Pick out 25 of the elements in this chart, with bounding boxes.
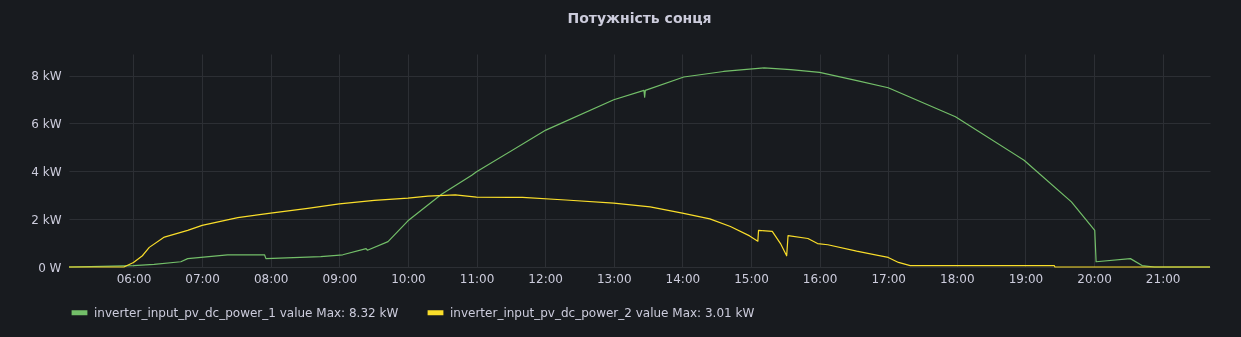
x-tick-label: 15:00 <box>734 271 769 286</box>
x-tick-label: 11:00 <box>459 271 495 286</box>
x-tick-label: 08:00 <box>253 271 289 286</box>
x-tick-label: 19:00 <box>1008 271 1044 286</box>
y-tick-label: 0 W <box>38 260 62 275</box>
y-tick-label: 6 kW <box>31 116 62 131</box>
line-series <box>68 194 1211 268</box>
y-tick-label: 2 kW <box>31 212 62 227</box>
x-tick-label: 21:00 <box>1145 271 1181 286</box>
x-tick-label: 07:00 <box>185 271 220 286</box>
x-tick-label: 10:00 <box>391 271 426 286</box>
legend-label: inverter_input_pv_dc_power_2 value Max: 3.01 kW <box>450 305 755 320</box>
x-tick-label: 16:00 <box>802 271 838 286</box>
y-tick-label: 8 kW <box>31 69 62 84</box>
x-tick-label: 20:00 <box>1077 271 1112 286</box>
x-tick-label: 09:00 <box>322 271 358 286</box>
chart-title: Потужність сонця <box>567 10 712 26</box>
x-tick-label: 13:00 <box>596 271 632 286</box>
x-tick-label: 14:00 <box>665 271 701 286</box>
x-tick-label: 17:00 <box>871 271 907 286</box>
x-tick-label: 12:00 <box>528 271 563 286</box>
x-tick-label: 18:00 <box>940 271 975 286</box>
x-tick-label: 06:00 <box>116 271 152 286</box>
legend-label: inverter_input_pv_dc_power_1 value Max: 8.32 kW <box>94 305 399 320</box>
y-tick-label: 4 kW <box>31 164 62 179</box>
